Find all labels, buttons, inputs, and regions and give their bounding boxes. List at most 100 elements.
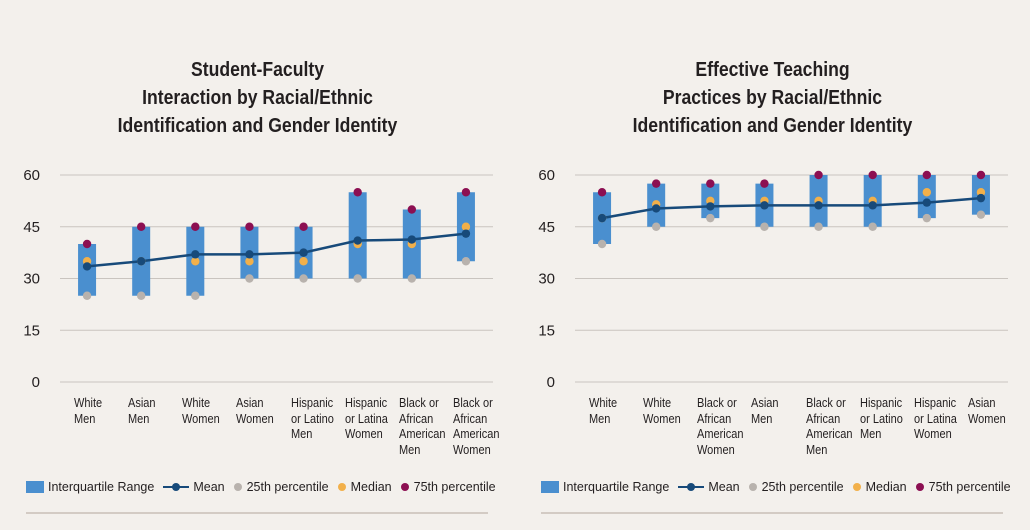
- x-category-label-line: Hispanic: [913, 396, 956, 410]
- p75-point: [82, 239, 92, 249]
- x-category-label: White Women: [182, 396, 220, 427]
- legend-label: 25th percentile: [761, 480, 844, 494]
- x-category-label-line: Hispanic: [290, 396, 333, 410]
- x-category-label-line: Women: [452, 442, 491, 457]
- y-tick-label: 60: [23, 167, 40, 184]
- y-tick-label: 45: [538, 219, 555, 236]
- mean-point: [976, 193, 986, 203]
- x-category-label: Asian Women: [968, 396, 1006, 427]
- x-category-label-line: Women: [182, 411, 221, 426]
- x-category-label-line: Women: [967, 411, 1006, 426]
- p75-point: [299, 222, 308, 231]
- mean-point: [922, 198, 932, 207]
- p25-point: [191, 291, 200, 300]
- x-category-label-line: Women: [643, 411, 681, 426]
- chart-title-line: Effective Teaching: [695, 59, 850, 81]
- p25-point: [814, 222, 823, 231]
- iqr-bar: [348, 192, 367, 279]
- mean-point: [245, 250, 254, 259]
- p25-point: [461, 257, 471, 266]
- x-category-label-line: or Latina: [344, 411, 388, 426]
- x-category-label-line: Black or: [805, 396, 846, 410]
- x-category-label: Asian Men: [128, 396, 156, 427]
- mean-point: [651, 204, 661, 213]
- divider: [541, 512, 1003, 514]
- mean-point: [760, 201, 769, 210]
- y-tick-label: 30: [538, 271, 555, 288]
- p75-point: [976, 170, 986, 180]
- y-tick-label: 15: [23, 322, 40, 339]
- legend-item-median: Median: [337, 480, 392, 494]
- x-category-label: White Men: [74, 396, 102, 427]
- p25-point: [976, 210, 986, 219]
- mean-swatch: [163, 481, 190, 493]
- x-category-label-line: African: [805, 411, 840, 426]
- chart-title-line: Identification and Gender Identity: [632, 115, 913, 137]
- chart-panel-student-faculty: Student-Faculty Interaction by Racial/Et…: [23, 59, 505, 514]
- x-category-label-line: Hispanic: [344, 396, 387, 410]
- mean-point: [706, 202, 715, 211]
- x-category-label-line: Women: [236, 411, 275, 426]
- x-category-label-line: Men: [859, 427, 882, 441]
- x-category-label: Hispanic or Latina Women: [914, 396, 957, 443]
- x-category-label-line: African: [398, 411, 434, 426]
- mean-point: [136, 257, 146, 266]
- median-point: [191, 257, 200, 266]
- p25-point: [760, 222, 769, 231]
- x-category-label-line: Asian: [236, 396, 264, 410]
- x-category-label-line: Men: [398, 442, 421, 457]
- y-tick-label: 45: [23, 219, 40, 236]
- p25-point: [353, 274, 362, 283]
- p75-point: [760, 179, 769, 188]
- x-category-label-line: Men: [128, 411, 150, 426]
- legend-item-mean: Mean: [678, 480, 740, 494]
- legend-label: Mean: [708, 480, 740, 494]
- median-swatch: [852, 483, 861, 491]
- mean-line: [86, 232, 467, 268]
- p75-swatch: [400, 483, 409, 491]
- p25-swatch: [233, 483, 242, 491]
- y-tick-label: 15: [538, 322, 555, 339]
- legend-label: Mean: [193, 480, 225, 494]
- chart-legend: Interquartile Range Mean 25th percentile…: [541, 478, 1020, 496]
- chart-legend: Interquartile Range Mean 25th percentile…: [26, 478, 505, 496]
- legend-item-p25: 25th percentile: [748, 480, 844, 494]
- legend-item-iqr: Interquartile Range: [26, 480, 154, 494]
- median-point: [922, 188, 932, 197]
- x-category-label-line: American: [697, 427, 744, 441]
- y-tick-label: 60: [538, 167, 555, 184]
- iqr-swatch: [26, 481, 44, 493]
- p75-point: [136, 222, 146, 231]
- legend-item-median: Median: [852, 480, 907, 494]
- x-category-label-line: Black or: [398, 396, 439, 410]
- mean-point: [191, 250, 200, 259]
- p75-point: [597, 188, 607, 197]
- p75-point: [245, 222, 254, 231]
- mean-point: [597, 213, 607, 223]
- x-category-label: Black or African American Women: [697, 396, 743, 458]
- x-category-label-line: American: [805, 427, 853, 441]
- p25-point: [136, 291, 146, 300]
- p75-point: [868, 170, 877, 180]
- legend-label: Median: [350, 480, 392, 494]
- legend-item-iqr: Interquartile Range: [541, 480, 669, 494]
- mean-point: [353, 236, 362, 245]
- iqr-bar: [917, 175, 936, 219]
- x-category-label: White Men: [589, 396, 617, 427]
- p75-point: [922, 170, 932, 180]
- mean-point: [868, 201, 877, 210]
- x-category-label-line: Men: [290, 427, 312, 441]
- p75-point: [191, 222, 200, 231]
- x-category-label: Hispanic or Latino Men: [291, 396, 334, 443]
- x-category-label-line: or Latina: [913, 411, 957, 426]
- p25-point: [922, 213, 932, 223]
- mean-point: [461, 229, 471, 238]
- x-category-label: Black or African American Women: [453, 396, 499, 458]
- x-category-label-line: Asian: [751, 396, 779, 410]
- median-point: [245, 257, 254, 266]
- p75-point: [651, 179, 661, 188]
- p25-point: [597, 239, 607, 249]
- p25-point: [82, 291, 92, 300]
- legend-item-p75: 75th percentile: [400, 480, 496, 494]
- p25-point: [299, 274, 308, 283]
